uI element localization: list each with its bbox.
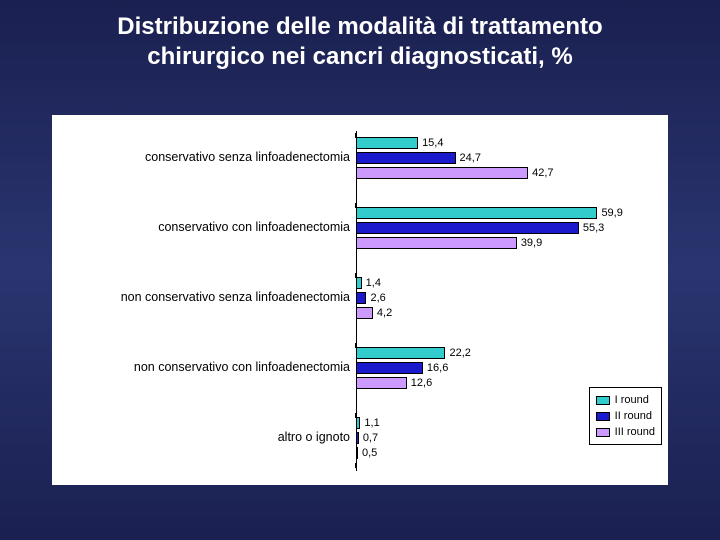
title-line-2: chirurgico nei cancri diagnosticati, % <box>147 43 572 70</box>
bar <box>356 347 445 359</box>
plot-area: 15,424,742,759,955,339,91,42,64,222,216,… <box>356 131 618 471</box>
slide: Distribuzione delle modalità di trattame… <box>0 0 720 540</box>
value-label: 24,7 <box>460 152 481 164</box>
legend-label-1: I round <box>615 392 649 408</box>
value-label: 55,3 <box>583 222 604 234</box>
bar <box>356 377 407 389</box>
legend-swatch-3 <box>596 428 610 437</box>
value-label: 12,6 <box>411 377 432 389</box>
category-label: conservativo con linfoadenectomia <box>158 220 350 234</box>
legend-swatch-2 <box>596 412 610 421</box>
bar <box>356 207 597 219</box>
bar <box>356 222 579 234</box>
bar <box>356 237 517 249</box>
bar <box>356 417 360 429</box>
bar <box>356 447 358 459</box>
bar <box>356 152 456 164</box>
legend-item-2: II round <box>596 408 655 424</box>
value-label: 0,5 <box>362 447 377 459</box>
value-label: 1,1 <box>364 417 379 429</box>
value-label: 59,9 <box>601 207 622 219</box>
bar <box>356 292 366 304</box>
category-label: conservativo senza linfoadenectomia <box>145 150 350 164</box>
value-label: 2,6 <box>370 292 385 304</box>
bar <box>356 167 528 179</box>
legend-label-3: III round <box>615 424 655 440</box>
category-label: non conservativo con linfoadenectomia <box>134 360 350 374</box>
bar <box>356 137 418 149</box>
bar <box>356 277 362 289</box>
legend-label-2: II round <box>615 408 652 424</box>
value-label: 4,2 <box>377 307 392 319</box>
legend-swatch-1 <box>596 396 610 405</box>
category-label: non conservativo senza linfoadenectomia <box>121 290 350 304</box>
legend-item-1: I round <box>596 392 655 408</box>
axis-tick <box>355 463 356 468</box>
value-label: 42,7 <box>532 167 553 179</box>
value-label: 39,9 <box>521 237 542 249</box>
value-label: 15,4 <box>422 137 443 149</box>
bar <box>356 432 359 444</box>
category-label: altro o ignoto <box>278 430 350 444</box>
legend-item-3: III round <box>596 424 655 440</box>
chart-panel: 15,4 24,7 42,7 59,9 55,3 39,9 1,4 2,6 4,2 22,216,… <box>52 115 668 485</box>
bar <box>356 307 373 319</box>
bar <box>356 362 423 374</box>
value-label: 16,6 <box>427 362 448 374</box>
legend: I round II round III round <box>589 387 662 445</box>
value-label: 1,4 <box>366 277 381 289</box>
title-line-1: Distribuzione delle modalità di trattame… <box>117 13 602 40</box>
value-label: 22,2 <box>449 347 470 359</box>
slide-title: Distribuzione delle modalità di trattame… <box>0 0 720 72</box>
value-label: 0,7 <box>363 432 378 444</box>
